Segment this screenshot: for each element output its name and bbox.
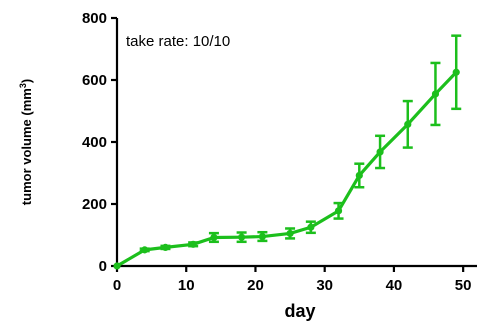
y-axis-title-suffix: ) (19, 79, 34, 83)
y-axis-title-main: tumor volume (mm (19, 88, 34, 205)
x-axis-title: day (284, 301, 315, 321)
data-point (210, 233, 218, 242)
data-point (404, 120, 412, 128)
data-point (113, 262, 121, 270)
data-point (161, 243, 170, 251)
data-point (238, 233, 246, 241)
take-rate-annotation: take rate: 10/10 (126, 33, 230, 50)
data-point (307, 223, 315, 231)
x-tick-label-50: 50 (455, 277, 472, 294)
x-tick-label-30: 30 (316, 277, 333, 294)
data-point (286, 229, 294, 238)
x-tick-label-40: 40 (386, 277, 403, 294)
y-axis-title: tumor volume (mm3) (18, 79, 34, 205)
y-tick-label-0: 0 (99, 258, 107, 275)
data-point (141, 246, 149, 254)
data-point (431, 90, 440, 98)
x-tick-label-0: 0 (113, 277, 121, 294)
data-point (189, 240, 197, 248)
data-point (355, 171, 363, 180)
y-tick-label-600: 600 (82, 72, 107, 89)
y-tick-label-200: 200 (82, 196, 107, 213)
data-point (452, 68, 460, 76)
data-point (334, 207, 343, 215)
y-axis-title-superscript: 3 (18, 83, 28, 88)
x-tick-label-20: 20 (247, 277, 264, 294)
y-tick-label-400: 400 (82, 134, 107, 151)
data-point (376, 148, 384, 156)
x-tick-label-10: 10 (178, 277, 195, 294)
data-point (258, 232, 266, 241)
y-tick-label-800: 800 (82, 10, 107, 27)
